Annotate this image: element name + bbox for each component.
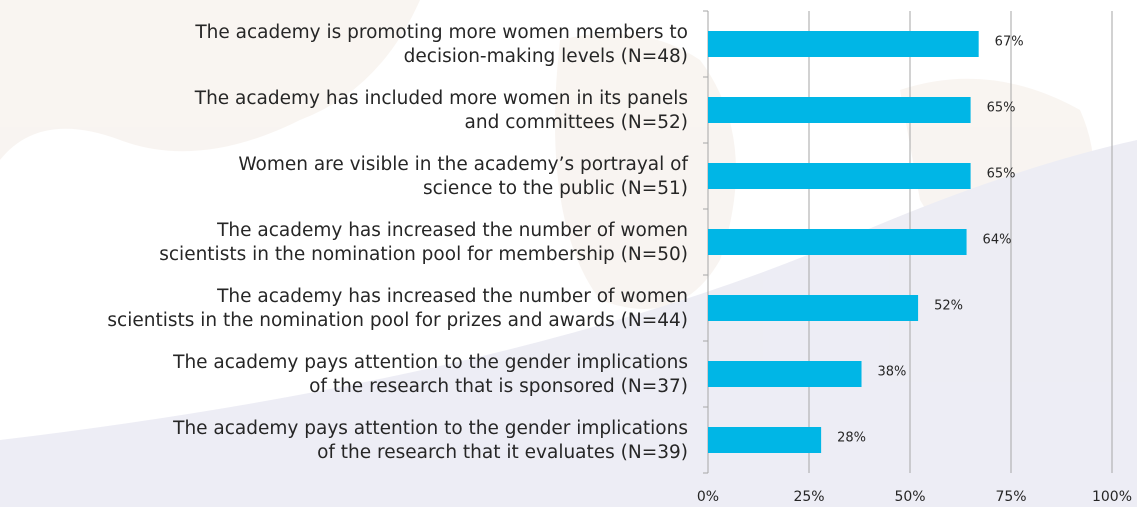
map-shape xyxy=(0,0,420,160)
value-label: 38% xyxy=(878,365,907,380)
x-tick-label: 25% xyxy=(793,489,824,505)
category-label: Women are visible in the academy’s portr… xyxy=(238,154,688,175)
category-label: decision-making levels (N=48) xyxy=(404,46,688,67)
category-label: scientists in the nomination pool for pr… xyxy=(107,310,688,331)
category-label: The academy has included more women in i… xyxy=(194,88,688,109)
bar xyxy=(708,427,822,453)
value-label: 64% xyxy=(983,233,1012,248)
category-label: of the research that is sponsored (N=37) xyxy=(309,376,688,397)
x-tick-label: 0% xyxy=(697,489,719,505)
bar xyxy=(708,31,979,57)
category-label: The academy is promoting more women memb… xyxy=(194,22,688,43)
category-label: The academy has increased the number of … xyxy=(216,286,688,307)
x-tick-label: 75% xyxy=(995,489,1026,505)
category-label: science to the public (N=51) xyxy=(423,178,688,199)
value-label: 65% xyxy=(987,167,1016,182)
bar xyxy=(708,361,862,387)
value-label: 52% xyxy=(934,299,963,314)
value-label: 67% xyxy=(995,35,1024,50)
value-label: 65% xyxy=(987,101,1016,116)
category-label: The academy has increased the number of … xyxy=(216,220,688,241)
bar xyxy=(708,295,919,321)
category-label: of the research that it evaluates (N=39) xyxy=(317,442,688,463)
map-shape xyxy=(555,33,736,309)
x-tick-label: 50% xyxy=(894,489,925,505)
bar xyxy=(708,97,971,123)
category-label: scientists in the nomination pool for me… xyxy=(159,244,688,265)
value-label: 28% xyxy=(837,431,866,446)
category-label: The academy pays attention to the gender… xyxy=(172,418,688,439)
category-label: The academy pays attention to the gender… xyxy=(172,352,688,373)
bar xyxy=(708,163,971,189)
bar xyxy=(708,229,967,255)
category-label: and committees (N=52) xyxy=(465,112,688,133)
arc-band xyxy=(0,140,1137,507)
x-tick-label: 100% xyxy=(1092,489,1132,505)
